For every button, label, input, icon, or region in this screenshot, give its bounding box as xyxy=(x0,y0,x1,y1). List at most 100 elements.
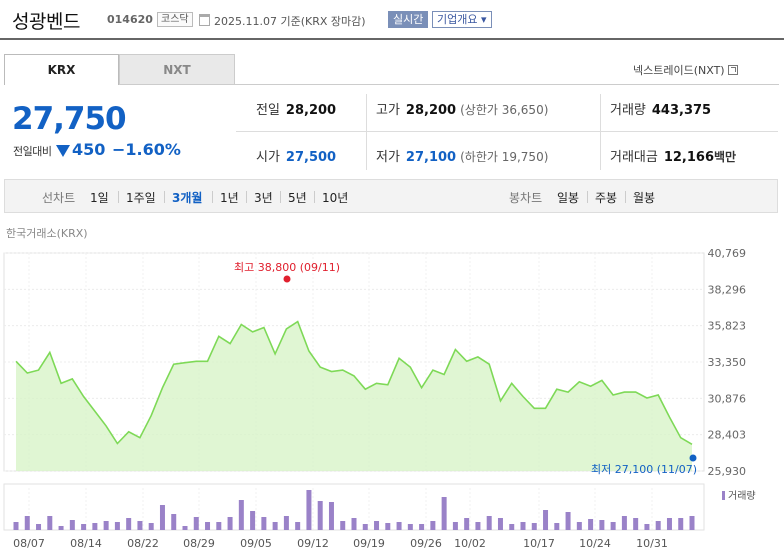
stat-unit: 백만 xyxy=(714,150,737,164)
stat-amount: 거래대금 12,166백만 xyxy=(610,146,736,165)
toolbar-divider xyxy=(164,191,165,203)
volume-bar xyxy=(13,522,19,530)
volume-bar xyxy=(295,522,301,530)
toolbar-divider xyxy=(118,191,119,203)
x-tick-label: 09/12 xyxy=(297,537,329,550)
x-tick-label: 10/02 xyxy=(454,537,486,550)
volume-bar xyxy=(126,518,132,530)
volume-bar xyxy=(644,524,650,530)
volume-bar xyxy=(385,523,391,530)
candle-weekly[interactable]: 주봉 xyxy=(595,191,618,205)
candle-monthly[interactable]: 월봉 xyxy=(633,191,656,205)
stock-header: 성광벤드 014620 코스닥 2025.11.07 기준(KRX 장마감) 실… xyxy=(0,0,784,40)
y-tick-label: 25,930 xyxy=(708,465,747,478)
toolbar-divider xyxy=(280,191,281,203)
period-5y[interactable]: 5년 xyxy=(288,191,307,205)
period-1w[interactable]: 1주일 xyxy=(126,191,156,205)
nxt-link[interactable]: 넥스트레이드(NXT) xyxy=(633,62,738,78)
period-10y[interactable]: 10년 xyxy=(322,191,349,205)
y-tick-label: 33,350 xyxy=(708,356,747,369)
min-annotation: 최저 27,100 (11/07) xyxy=(591,463,697,476)
volume-bar xyxy=(689,516,695,530)
stat-label: 시가 xyxy=(256,150,280,165)
line-chart-label: 선차트 xyxy=(42,191,76,205)
volume-bar xyxy=(588,519,594,530)
stock-code: 014620 xyxy=(107,13,153,26)
change-label: 전일대비 xyxy=(13,145,52,158)
change-percent: −1.60% xyxy=(112,140,181,159)
quote-date: 2025.11.07 기준(KRX 장마감) xyxy=(214,15,366,28)
change-value: 450 xyxy=(72,140,106,159)
x-tick-label: 08/07 xyxy=(13,537,45,550)
volume-bar xyxy=(306,490,312,530)
min-marker xyxy=(689,454,697,462)
y-tick-label: 28,403 xyxy=(708,429,747,442)
volume-bar xyxy=(24,516,30,530)
stats-col-divider xyxy=(600,94,601,170)
stat-label: 고가 xyxy=(376,103,400,118)
volume-bar xyxy=(114,522,120,530)
tab-divider xyxy=(235,84,779,85)
realtime-button[interactable]: 실시간 xyxy=(388,11,429,28)
stat-value: 27,100 xyxy=(405,150,457,165)
period-1d[interactable]: 1일 xyxy=(90,191,109,205)
volume-bar xyxy=(464,518,470,530)
stat-volume: 거래량 443,375 xyxy=(610,99,711,118)
volume-bar xyxy=(328,502,334,530)
volume-bar xyxy=(261,517,267,530)
volume-bar xyxy=(340,521,346,530)
volume-bar xyxy=(678,518,684,530)
volume-bar xyxy=(599,520,605,530)
toolbar-divider xyxy=(587,191,588,203)
volume-bar xyxy=(171,514,177,530)
candle-daily[interactable]: 일봉 xyxy=(557,191,580,205)
stat-value: 28,200 xyxy=(405,103,457,118)
volume-bar xyxy=(610,522,616,530)
stat-low: 저가 27,100 (하한가 19,750) xyxy=(376,146,548,165)
volume-bar xyxy=(497,518,503,530)
corp-info-dropdown[interactable]: 기업개요 ▾ xyxy=(432,11,492,28)
x-tick-label: 09/19 xyxy=(353,537,385,550)
volume-bar xyxy=(250,511,256,530)
x-tick-label: 09/26 xyxy=(410,537,442,550)
volume-bar xyxy=(227,517,233,530)
y-tick-label: 40,769 xyxy=(708,247,747,260)
volume-bar xyxy=(92,523,98,530)
volume-bar xyxy=(238,500,244,530)
x-tick-label: 10/31 xyxy=(636,537,668,550)
volume-bar xyxy=(272,522,278,530)
volume-bar xyxy=(36,524,42,530)
tab-krx[interactable]: KRX xyxy=(4,54,119,85)
stat-value: 443,375 xyxy=(651,103,712,118)
volume-bar xyxy=(182,526,188,530)
volume-bar xyxy=(666,518,672,530)
volume-bar xyxy=(655,521,661,530)
exchange-label: 한국거래소(KRX) xyxy=(6,227,88,240)
toolbar-divider xyxy=(314,191,315,203)
volume-bar xyxy=(520,522,526,530)
volume-bar xyxy=(565,512,571,530)
volume-bar xyxy=(137,521,143,530)
stat-prev-close: 전일 28,200 xyxy=(256,99,336,118)
stat-label: 거래량 xyxy=(610,103,646,118)
x-tick-label: 10/17 xyxy=(523,537,555,550)
tab-nxt[interactable]: NXT xyxy=(119,54,235,85)
period-3y[interactable]: 3년 xyxy=(254,191,273,205)
volume-bar xyxy=(103,521,109,530)
volume-bar xyxy=(362,524,368,530)
stat-label: 전일 xyxy=(256,103,280,118)
volume-bar xyxy=(148,523,154,530)
period-1y[interactable]: 1년 xyxy=(220,191,239,205)
volume-bar xyxy=(407,524,413,530)
volume-bar xyxy=(430,521,436,530)
stats-divider xyxy=(236,131,778,132)
period-3m[interactable]: 3개월 xyxy=(172,191,203,205)
price-chart[interactable]: 40,769 38,296 35,823 33,350 30,876 28,403 25,9… xyxy=(0,240,784,552)
toolbar-divider xyxy=(212,191,213,203)
current-price: 27,750 xyxy=(12,101,127,137)
x-tick-label: 10/24 xyxy=(579,537,611,550)
market-badge: 코스닥 xyxy=(157,12,193,27)
volume-bar xyxy=(283,516,289,530)
volume-bar xyxy=(621,516,627,530)
volume-bar xyxy=(576,522,582,530)
